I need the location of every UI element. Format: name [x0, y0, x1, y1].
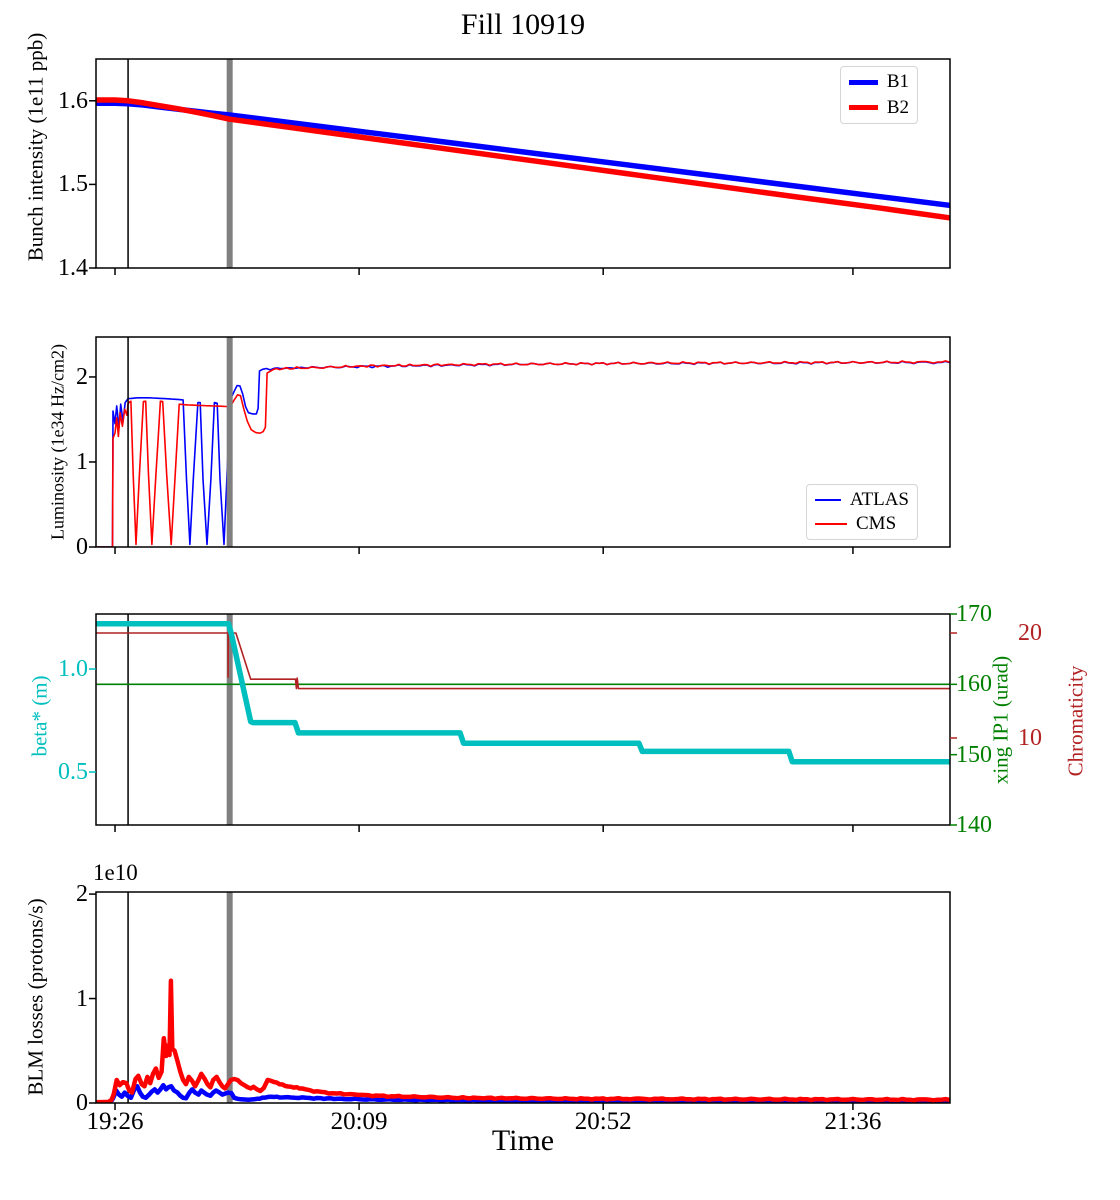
legend-entry-b1: B1	[849, 70, 909, 94]
y-axis-label-xing-ip1: xing IP1 (urad)	[988, 655, 1013, 785]
y-tick-label: 160	[956, 671, 992, 698]
legend-bunch-intensity: B1 B2	[840, 66, 918, 124]
y-tick-label: 10	[1018, 724, 1042, 751]
legend-entry-cms: CMS	[815, 512, 909, 536]
y-axis-label-beta-star: beta* (m)	[27, 675, 52, 757]
y-tick-label: 140	[956, 812, 992, 838]
legend-label-b1: B1	[886, 71, 909, 93]
x-tick-label: 20:52	[574, 1108, 632, 1135]
y-tick-label: 1.5	[58, 171, 88, 198]
legend-label-b2: B2	[886, 96, 909, 118]
chart-title: Fill 10919	[460, 8, 586, 41]
y-tick-label: 1.4	[58, 255, 88, 281]
x-axis-label: Time	[491, 1124, 555, 1157]
axis-offset-text: 1e10	[93, 860, 138, 885]
legend-label-cms: CMS	[856, 513, 897, 535]
legend-luminosity: ATLAS CMS	[806, 484, 918, 540]
panel-border	[95, 336, 951, 548]
legend-line-atlas	[815, 498, 841, 501]
legend-line-b1	[849, 79, 878, 85]
y-tick-label: 1	[76, 985, 88, 1012]
series-B2	[96, 97, 950, 221]
series-CMS	[96, 360, 950, 547]
y-tick-label: 2	[76, 881, 88, 908]
series-chromaticity	[96, 632, 950, 690]
legend-line-b2	[849, 105, 878, 111]
legend-line-cms	[815, 523, 847, 526]
y-tick-label: 1	[76, 448, 88, 475]
panel-optics	[89, 613, 957, 832]
y-tick-label: 0	[76, 534, 88, 560]
y-tick-label: 20	[1018, 620, 1042, 646]
y-tick-label: 150	[956, 741, 992, 768]
x-tick-label: 20:09	[330, 1108, 388, 1135]
panel-luminosity	[89, 336, 951, 554]
panel-border	[95, 891, 951, 1104]
y-axis-label-bunch-intensity: Bunch intensity (1e11 ppb)	[23, 32, 48, 262]
panel-border	[95, 58, 951, 269]
y-axis-label-chromaticity: Chromaticity	[1063, 665, 1088, 777]
legend-entry-atlas: ATLAS	[815, 488, 909, 512]
panel-bunch-intensity	[89, 58, 951, 275]
y-tick-label: 170	[956, 601, 992, 627]
y-tick-label: 0	[76, 1090, 88, 1116]
panel-blm-losses	[89, 891, 951, 1110]
y-tick-label: 2	[76, 363, 88, 390]
series-losses-B2	[96, 978, 950, 1103]
series-beta-star	[96, 620, 950, 765]
panel-border	[95, 613, 951, 826]
y-tick-label: 1.0	[58, 656, 88, 683]
x-tick-label: 21:36	[824, 1108, 882, 1135]
legend-label-atlas: ATLAS	[849, 488, 909, 510]
legend-entry-b2: B2	[849, 96, 909, 120]
y-tick-label: 0.5	[58, 759, 88, 786]
x-tick-label: 19:26	[86, 1108, 144, 1135]
y-tick-label: 1.6	[58, 87, 88, 114]
